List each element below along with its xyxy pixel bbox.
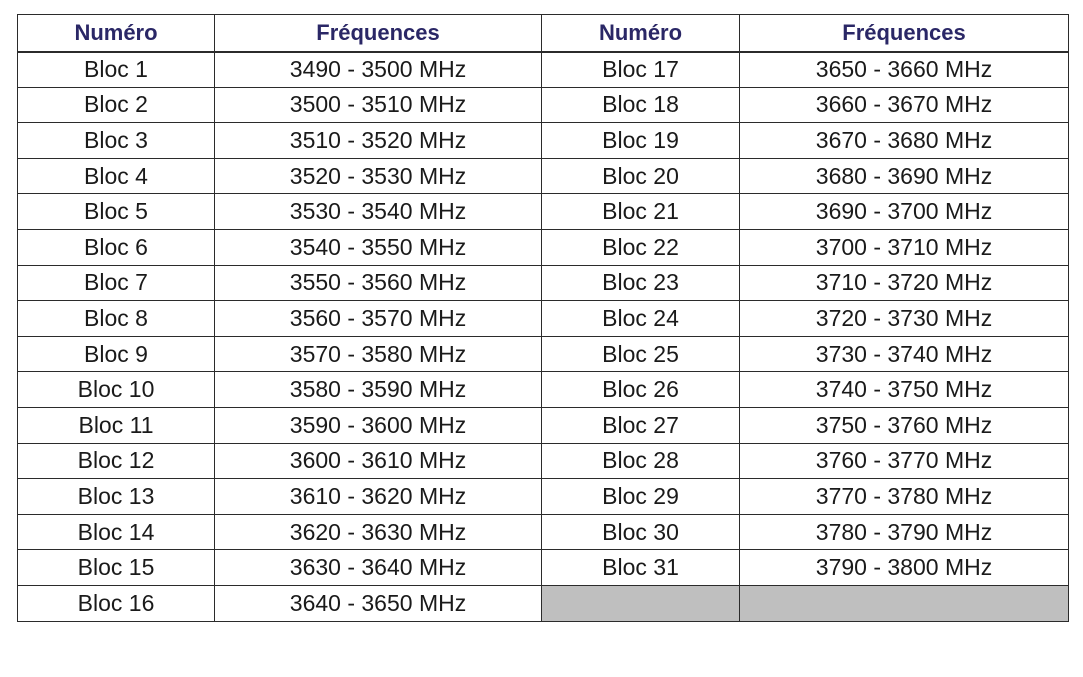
- block-number-left: Bloc 1: [17, 51, 215, 88]
- block-number-right: Bloc 29: [541, 478, 740, 515]
- block-number-left: Bloc 11: [17, 406, 215, 444]
- block-number-left: Bloc 2: [17, 86, 215, 124]
- block-number-right: Bloc 18: [541, 86, 740, 124]
- frequency-range-right: 3740 - 3750 MHz: [739, 371, 1069, 408]
- empty-gray-cell: [541, 584, 740, 622]
- header-row: Numéro Fréquences Numéro Fréquences: [17, 14, 1069, 53]
- table-row: Bloc 4 3520 - 3530 MHz Bloc 20 3680 - 3690 …: [17, 157, 1069, 195]
- frequency-range-left: 3570 - 3580 MHz: [214, 335, 542, 373]
- frequency-range-left: 3630 - 3640 MHz: [214, 549, 542, 586]
- frequency-range-right: 3760 - 3770 MHz: [739, 442, 1069, 480]
- block-number-right: Bloc 21: [541, 193, 740, 230]
- frequency-range-left: 3530 - 3540 MHz: [214, 193, 542, 230]
- frequency-range-right: 3780 - 3790 MHz: [739, 513, 1069, 551]
- frequency-range-right: 3730 - 3740 MHz: [739, 335, 1069, 373]
- header-numero-left: Numéro: [17, 14, 215, 53]
- frequency-range-right: 3680 - 3690 MHz: [739, 157, 1069, 195]
- table-row: Bloc 9 3570 - 3580 MHz Bloc 25 3730 - 3740 …: [17, 335, 1069, 373]
- table-row: Bloc 11 3590 - 3600 MHz Bloc 27 3750 - 3760…: [17, 406, 1069, 444]
- table-row: Bloc 15 3630 - 3640 MHz Bloc 31 3790 - 3800…: [17, 549, 1069, 586]
- block-number-right: Bloc 26: [541, 371, 740, 408]
- frequency-range-left: 3500 - 3510 MHz: [214, 86, 542, 124]
- frequency-range-right: 3770 - 3780 MHz: [739, 478, 1069, 515]
- header-numero-right: Numéro: [541, 14, 740, 53]
- block-number-right: Bloc 27: [541, 406, 740, 444]
- table-row: Bloc 10 3580 - 3590 MHz Bloc 26 3740 - 3750…: [17, 371, 1069, 408]
- table-row: Bloc 5 3530 - 3540 MHz Bloc 21 3690 - 3700 …: [17, 193, 1069, 230]
- frequency-range-right: 3710 - 3720 MHz: [739, 264, 1069, 302]
- table-row: Bloc 2 3500 - 3510 MHz Bloc 18 3660 - 3670 …: [17, 86, 1069, 124]
- frequency-range-right: 3790 - 3800 MHz: [739, 549, 1069, 586]
- table-row: Bloc 7 3550 - 3560 MHz Bloc 23 3710 - 3720 …: [17, 264, 1069, 302]
- frequency-range-left: 3550 - 3560 MHz: [214, 264, 542, 302]
- block-number-left: Bloc 4: [17, 157, 215, 195]
- table-row: Bloc 13 3610 - 3620 MHz Bloc 29 3770 - 3780…: [17, 478, 1069, 515]
- block-number-right: Bloc 19: [541, 122, 740, 159]
- frequency-range-right: 3750 - 3760 MHz: [739, 406, 1069, 444]
- frequency-range-right: 3720 - 3730 MHz: [739, 300, 1069, 337]
- block-number-right: Bloc 24: [541, 300, 740, 337]
- block-number-right: Bloc 28: [541, 442, 740, 480]
- table-row: Bloc 6 3540 - 3550 MHz Bloc 22 3700 - 3710 …: [17, 228, 1069, 266]
- table-row: Bloc 12 3600 - 3610 MHz Bloc 28 3760 - 3770…: [17, 442, 1069, 480]
- block-number-right: Bloc 20: [541, 157, 740, 195]
- table-row: Bloc 14 3620 - 3630 MHz Bloc 30 3780 - 3790…: [17, 513, 1069, 551]
- frequency-range-right: 3700 - 3710 MHz: [739, 228, 1069, 266]
- table-row: Bloc 1 3490 - 3500 MHz Bloc 17 3650 - 3660 …: [17, 51, 1069, 88]
- frequency-block-table: Numéro Fréquences Numéro Fréquences Bloc…: [17, 14, 1069, 622]
- table-body: Bloc 1 3490 - 3500 MHz Bloc 17 3650 - 3660 …: [17, 51, 1069, 622]
- block-number-left: Bloc 13: [17, 478, 215, 515]
- header-frequences-left: Fréquences: [214, 14, 542, 53]
- frequency-range-right: 3670 - 3680 MHz: [739, 122, 1069, 159]
- frequency-range-right: 3660 - 3670 MHz: [739, 86, 1069, 124]
- block-number-left: Bloc 7: [17, 264, 215, 302]
- frequency-range-left: 3640 - 3650 MHz: [214, 584, 542, 622]
- frequency-range-left: 3580 - 3590 MHz: [214, 371, 542, 408]
- table-row: Bloc 3 3510 - 3520 MHz Bloc 19 3670 - 3680 …: [17, 122, 1069, 159]
- frequency-range-left: 3600 - 3610 MHz: [214, 442, 542, 480]
- block-number-right: Bloc 25: [541, 335, 740, 373]
- block-number-right: Bloc 23: [541, 264, 740, 302]
- frequency-range-left: 3490 - 3500 MHz: [214, 51, 542, 88]
- table-row: Bloc 16 3640 - 3650 MHz: [17, 584, 1069, 622]
- frequency-range-left: 3510 - 3520 MHz: [214, 122, 542, 159]
- frequency-range-left: 3620 - 3630 MHz: [214, 513, 542, 551]
- block-number-left: Bloc 9: [17, 335, 215, 373]
- table-header: Numéro Fréquences Numéro Fréquences: [17, 14, 1069, 53]
- header-frequences-right: Fréquences: [739, 14, 1069, 53]
- frequency-range-right: 3650 - 3660 MHz: [739, 51, 1069, 88]
- block-number-right: Bloc 17: [541, 51, 740, 88]
- block-number-left: Bloc 10: [17, 371, 215, 408]
- block-number-right: Bloc 22: [541, 228, 740, 266]
- frequency-range-left: 3610 - 3620 MHz: [214, 478, 542, 515]
- empty-gray-cell: [739, 584, 1069, 622]
- frequency-range-left: 3590 - 3600 MHz: [214, 406, 542, 444]
- block-number-left: Bloc 3: [17, 122, 215, 159]
- block-number-left: Bloc 5: [17, 193, 215, 230]
- frequency-range-left: 3520 - 3530 MHz: [214, 157, 542, 195]
- block-number-left: Bloc 15: [17, 549, 215, 586]
- block-number-right: Bloc 30: [541, 513, 740, 551]
- block-number-left: Bloc 6: [17, 228, 215, 266]
- block-number-left: Bloc 12: [17, 442, 215, 480]
- block-number-left: Bloc 16: [17, 584, 215, 622]
- block-number-left: Bloc 8: [17, 300, 215, 337]
- frequency-range-right: 3690 - 3700 MHz: [739, 193, 1069, 230]
- frequency-range-left: 3560 - 3570 MHz: [214, 300, 542, 337]
- frequency-range-left: 3540 - 3550 MHz: [214, 228, 542, 266]
- block-number-left: Bloc 14: [17, 513, 215, 551]
- block-number-right: Bloc 31: [541, 549, 740, 586]
- table-row: Bloc 8 3560 - 3570 MHz Bloc 24 3720 - 3730 …: [17, 300, 1069, 337]
